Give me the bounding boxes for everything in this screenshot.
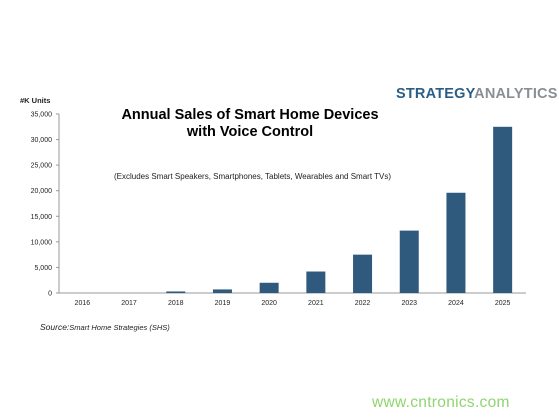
bar-2021 (306, 271, 326, 293)
chart-title: Annual Sales of Smart Home Devices with … (121, 107, 379, 145)
x-axis-ticks: 2016 2017 2018 2019 2020 2021 2022 2023 2024 2025 (75, 300, 511, 307)
x-tick-label: 2019 (215, 300, 231, 307)
source-label: Source: (40, 322, 70, 332)
y-tick-label: 25,000 (31, 163, 53, 170)
bar-2022 (353, 254, 373, 293)
x-tick-label: 2023 (401, 300, 417, 307)
y-tick-label: 0 (48, 291, 52, 298)
x-tick-label: 2022 (355, 300, 371, 307)
y-tick-label: 15,000 (31, 214, 53, 221)
bar-2020 (259, 282, 279, 293)
brand-logo: STRATEGYANALYTICS (396, 86, 558, 102)
y-axis-label: #K Units (20, 96, 50, 105)
x-tick-label: 2025 (495, 300, 511, 307)
y-axis-ticks: 0 5,000 10,000 15,000 20,000 25,000 30,000 35,0… (31, 112, 59, 298)
chart-title-line1: Annual Sales of Smart Home Devices (121, 107, 379, 123)
bar-2019 (212, 289, 232, 293)
x-tick-label: 2016 (75, 300, 91, 307)
bar-2018 (166, 291, 186, 293)
chart-subtitle: (Excludes Smart Speakers, Smartphones, T… (114, 172, 392, 181)
x-tick-label: 2021 (308, 300, 324, 307)
source-text: Smart Home Strategies (SHS) (69, 323, 170, 332)
y-tick-label: 10,000 (31, 239, 53, 246)
watermark: www.cntronics.com (372, 394, 510, 411)
y-tick-label: 20,000 (31, 188, 53, 195)
bar-2025 (493, 126, 513, 294)
x-tick-label: 2020 (261, 300, 277, 307)
brand-logo-part2: ANALYTICS (474, 86, 558, 102)
x-tick-label: 2017 (121, 300, 137, 307)
chart-title-line2: with Voice Control (186, 124, 314, 140)
bar-series (166, 126, 513, 294)
y-tick-label: 5,000 (34, 265, 52, 272)
source-note: Source:Smart Home Strategies (SHS) (40, 322, 170, 332)
x-tick-label: 2018 (168, 300, 184, 307)
y-tick-label: 35,000 (31, 112, 53, 119)
bar-2024 (446, 192, 466, 293)
bar-2023 (399, 230, 419, 293)
y-tick-label: 30,000 (31, 137, 53, 144)
x-tick-label: 2024 (448, 300, 464, 307)
brand-logo-part1: STRATEGY (396, 86, 475, 102)
